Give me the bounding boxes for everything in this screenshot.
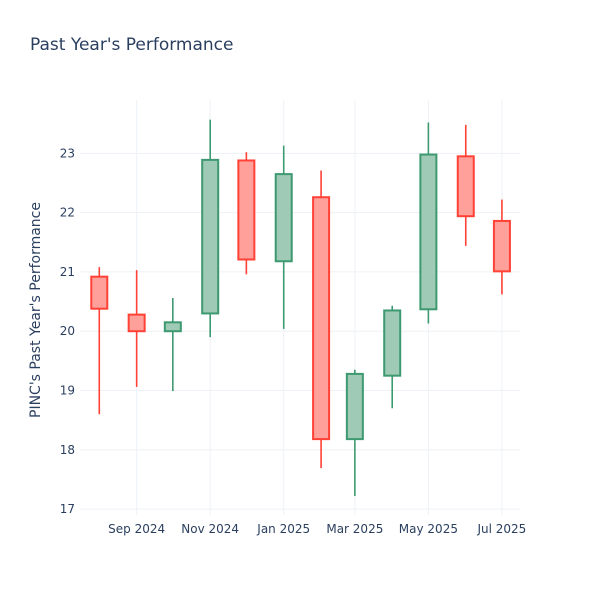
x-tick-label: Mar 2025 bbox=[326, 522, 383, 536]
candle-layer bbox=[90, 119, 511, 497]
y-tick-label: 23 bbox=[60, 146, 75, 160]
candle-body bbox=[492, 219, 511, 273]
candle-body bbox=[345, 372, 364, 441]
candle-decreasing bbox=[456, 124, 475, 246]
x-tick-label: Jan 2025 bbox=[256, 522, 310, 536]
y-tick-label: 21 bbox=[60, 265, 75, 279]
candle-increasing bbox=[419, 122, 438, 324]
y-tick-label: 20 bbox=[60, 324, 75, 338]
candle-body bbox=[127, 313, 146, 333]
candle-decreasing bbox=[90, 267, 109, 415]
y-tick-label: 18 bbox=[60, 443, 75, 457]
candle-decreasing bbox=[127, 270, 146, 387]
candle-body bbox=[312, 196, 331, 441]
candle-body bbox=[237, 159, 256, 261]
candle-increasing bbox=[163, 298, 182, 392]
y-tick-label: 22 bbox=[60, 206, 75, 220]
candle-body bbox=[383, 309, 402, 377]
candle-decreasing bbox=[492, 199, 511, 295]
y-axis-title: PINC's Past Year's Performance bbox=[28, 202, 44, 418]
y-tick-label: 19 bbox=[60, 384, 75, 398]
candle-increasing bbox=[274, 145, 293, 329]
candle-increasing bbox=[201, 119, 220, 338]
candle-increasing bbox=[383, 305, 402, 409]
y-tick-label: 17 bbox=[60, 502, 75, 516]
x-tick-label: Nov 2024 bbox=[181, 522, 239, 536]
chart-title: Past Year's Performance bbox=[30, 35, 234, 55]
candle-body bbox=[456, 155, 475, 218]
candle-decreasing bbox=[237, 152, 256, 275]
y-axis-ticks: 17 18 19 20 21 22 23 bbox=[60, 146, 75, 516]
candle-body bbox=[90, 275, 109, 310]
x-tick-label: May 2025 bbox=[399, 522, 458, 536]
candle-increasing bbox=[345, 369, 364, 497]
candle-decreasing bbox=[312, 170, 331, 469]
x-tick-label: Jul 2025 bbox=[476, 522, 526, 536]
x-axis-ticks: Sep 2024 Nov 2024 Jan 2025 Mar 2025 May 2025… bbox=[108, 522, 526, 536]
grid-layer bbox=[80, 100, 520, 515]
candle-body bbox=[201, 158, 220, 315]
candle-body bbox=[274, 173, 293, 263]
candle-body bbox=[419, 153, 438, 311]
candle-body bbox=[163, 321, 182, 333]
x-tick-label: Sep 2024 bbox=[108, 522, 165, 536]
